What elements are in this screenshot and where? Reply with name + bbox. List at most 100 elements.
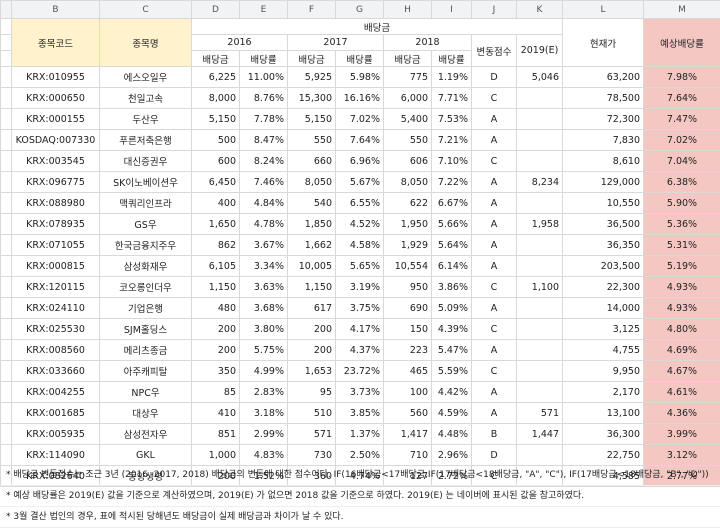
- estimate-2019-cell[interactable]: 5,046: [517, 67, 563, 88]
- row-gutter-corner[interactable]: [1, 1, 12, 19]
- stock-code-cell[interactable]: KRX:001685: [12, 403, 100, 424]
- estimate-2019-cell[interactable]: [517, 130, 563, 151]
- yield-2016-cell[interactable]: 2.99%: [240, 424, 288, 445]
- price-cell[interactable]: 9,950: [563, 361, 644, 382]
- yield-2016-cell[interactable]: 8.24%: [240, 151, 288, 172]
- dps-2016-cell[interactable]: 410: [192, 403, 240, 424]
- stock-name-cell[interactable]: NPC우: [100, 382, 192, 403]
- estimate-2019-cell[interactable]: [517, 319, 563, 340]
- header-expected-yield[interactable]: 예상배당률: [644, 19, 720, 67]
- yield-2016-cell[interactable]: 3.63%: [240, 277, 288, 298]
- price-cell[interactable]: 13,100: [563, 403, 644, 424]
- dps-2016-cell[interactable]: 1,650: [192, 214, 240, 235]
- dps-2018-cell[interactable]: 560: [384, 403, 432, 424]
- column-header-i[interactable]: I: [432, 1, 472, 19]
- dps-2018-cell[interactable]: 10,554: [384, 256, 432, 277]
- stock-name-cell[interactable]: 삼성전자우: [100, 424, 192, 445]
- expected-yield-cell[interactable]: 7.64%: [644, 88, 720, 109]
- yield-2017-cell[interactable]: 16.16%: [336, 88, 384, 109]
- yield-2018-cell[interactable]: 4.59%: [432, 403, 472, 424]
- yield-2017-cell[interactable]: 3.73%: [336, 382, 384, 403]
- header-yield-2016[interactable]: 배당률: [240, 51, 288, 67]
- header-change-score[interactable]: 변동점수: [472, 35, 517, 67]
- yield-2017-cell[interactable]: 2.50%: [336, 445, 384, 466]
- dps-2017-cell[interactable]: 550: [288, 130, 336, 151]
- footnote-score[interactable]: * 배당금 변동점수는 조근 3년 (2016, 2017, 2018) 배당금…: [0, 465, 720, 486]
- yield-2016-cell[interactable]: 4.84%: [240, 193, 288, 214]
- yield-2017-cell[interactable]: 4.52%: [336, 214, 384, 235]
- stock-code-cell[interactable]: KRX:088980: [12, 193, 100, 214]
- column-header-b[interactable]: B: [12, 1, 100, 19]
- footnote-expected[interactable]: * 예상 배당률은 2019(E) 값을 기준으로 계산하였으며, 2019(E…: [0, 486, 720, 507]
- estimate-2019-cell[interactable]: 1,447: [517, 424, 563, 445]
- expected-yield-cell[interactable]: 4.69%: [644, 340, 720, 361]
- stock-name-cell[interactable]: 대신증권우: [100, 151, 192, 172]
- stock-code-cell[interactable]: KRX:071055: [12, 235, 100, 256]
- yield-2016-cell[interactable]: 3.80%: [240, 319, 288, 340]
- dps-2016-cell[interactable]: 200: [192, 319, 240, 340]
- stock-code-cell[interactable]: KRX:003545: [12, 151, 100, 172]
- expected-yield-cell[interactable]: 4.36%: [644, 403, 720, 424]
- yield-2016-cell[interactable]: 2.83%: [240, 382, 288, 403]
- stock-name-cell[interactable]: 에스오일우: [100, 67, 192, 88]
- change-score-cell[interactable]: A: [472, 256, 517, 277]
- stock-code-cell[interactable]: KRX:120115: [12, 277, 100, 298]
- estimate-2019-cell[interactable]: [517, 340, 563, 361]
- dps-2018-cell[interactable]: 223: [384, 340, 432, 361]
- dps-2018-cell[interactable]: 1,929: [384, 235, 432, 256]
- estimate-2019-cell[interactable]: [517, 109, 563, 130]
- dps-2017-cell[interactable]: 1,150: [288, 277, 336, 298]
- yield-2017-cell[interactable]: 4.17%: [336, 319, 384, 340]
- yield-2018-cell[interactable]: 7.21%: [432, 130, 472, 151]
- stock-name-cell[interactable]: 한국금융지주우: [100, 235, 192, 256]
- expected-yield-cell[interactable]: 4.67%: [644, 361, 720, 382]
- price-cell[interactable]: 36,350: [563, 235, 644, 256]
- stock-code-cell[interactable]: KRX:033660: [12, 361, 100, 382]
- stock-code-cell[interactable]: KRX:025530: [12, 319, 100, 340]
- stock-code-cell[interactable]: KRX:096775: [12, 172, 100, 193]
- yield-2018-cell[interactable]: 5.59%: [432, 361, 472, 382]
- column-header-l[interactable]: L: [563, 1, 644, 19]
- yield-2017-cell[interactable]: 6.96%: [336, 151, 384, 172]
- change-score-cell[interactable]: A: [472, 382, 517, 403]
- expected-yield-cell[interactable]: 5.90%: [644, 193, 720, 214]
- yield-2018-cell[interactable]: 5.64%: [432, 235, 472, 256]
- yield-2016-cell[interactable]: 3.68%: [240, 298, 288, 319]
- change-score-cell[interactable]: C: [472, 151, 517, 172]
- header-2019e[interactable]: 2019(E): [517, 35, 563, 67]
- column-header-m[interactable]: M: [644, 1, 720, 19]
- dps-2017-cell[interactable]: 1,850: [288, 214, 336, 235]
- expected-yield-cell[interactable]: 7.04%: [644, 151, 720, 172]
- column-header-e[interactable]: E: [240, 1, 288, 19]
- change-score-cell[interactable]: C: [472, 361, 517, 382]
- dps-2016-cell[interactable]: 862: [192, 235, 240, 256]
- change-score-cell[interactable]: C: [472, 277, 517, 298]
- yield-2016-cell[interactable]: 7.78%: [240, 109, 288, 130]
- dps-2016-cell[interactable]: 200: [192, 340, 240, 361]
- stock-code-cell[interactable]: KOSDAQ:007330: [12, 130, 100, 151]
- price-cell[interactable]: 8,610: [563, 151, 644, 172]
- change-score-cell[interactable]: A: [472, 214, 517, 235]
- price-cell[interactable]: 10,550: [563, 193, 644, 214]
- dps-2017-cell[interactable]: 200: [288, 319, 336, 340]
- yield-2016-cell[interactable]: 7.46%: [240, 172, 288, 193]
- dps-2017-cell[interactable]: 510: [288, 403, 336, 424]
- yield-2017-cell[interactable]: 3.19%: [336, 277, 384, 298]
- yield-2018-cell[interactable]: 7.71%: [432, 88, 472, 109]
- price-cell[interactable]: 36,500: [563, 214, 644, 235]
- yield-2017-cell[interactable]: 4.58%: [336, 235, 384, 256]
- dps-2017-cell[interactable]: 1,662: [288, 235, 336, 256]
- estimate-2019-cell[interactable]: [517, 361, 563, 382]
- dps-2017-cell[interactable]: 200: [288, 340, 336, 361]
- expected-yield-cell[interactable]: 7.98%: [644, 67, 720, 88]
- yield-2016-cell[interactable]: 4.78%: [240, 214, 288, 235]
- dps-2016-cell[interactable]: 851: [192, 424, 240, 445]
- stock-code-cell[interactable]: KRX:078935: [12, 214, 100, 235]
- yield-2016-cell[interactable]: 3.34%: [240, 256, 288, 277]
- yield-2016-cell[interactable]: 5.75%: [240, 340, 288, 361]
- header-year-2016[interactable]: 2016: [192, 35, 288, 51]
- header-code[interactable]: 종목코드: [12, 19, 100, 67]
- price-cell[interactable]: 22,300: [563, 277, 644, 298]
- dps-2017-cell[interactable]: 1,653: [288, 361, 336, 382]
- dps-2018-cell[interactable]: 622: [384, 193, 432, 214]
